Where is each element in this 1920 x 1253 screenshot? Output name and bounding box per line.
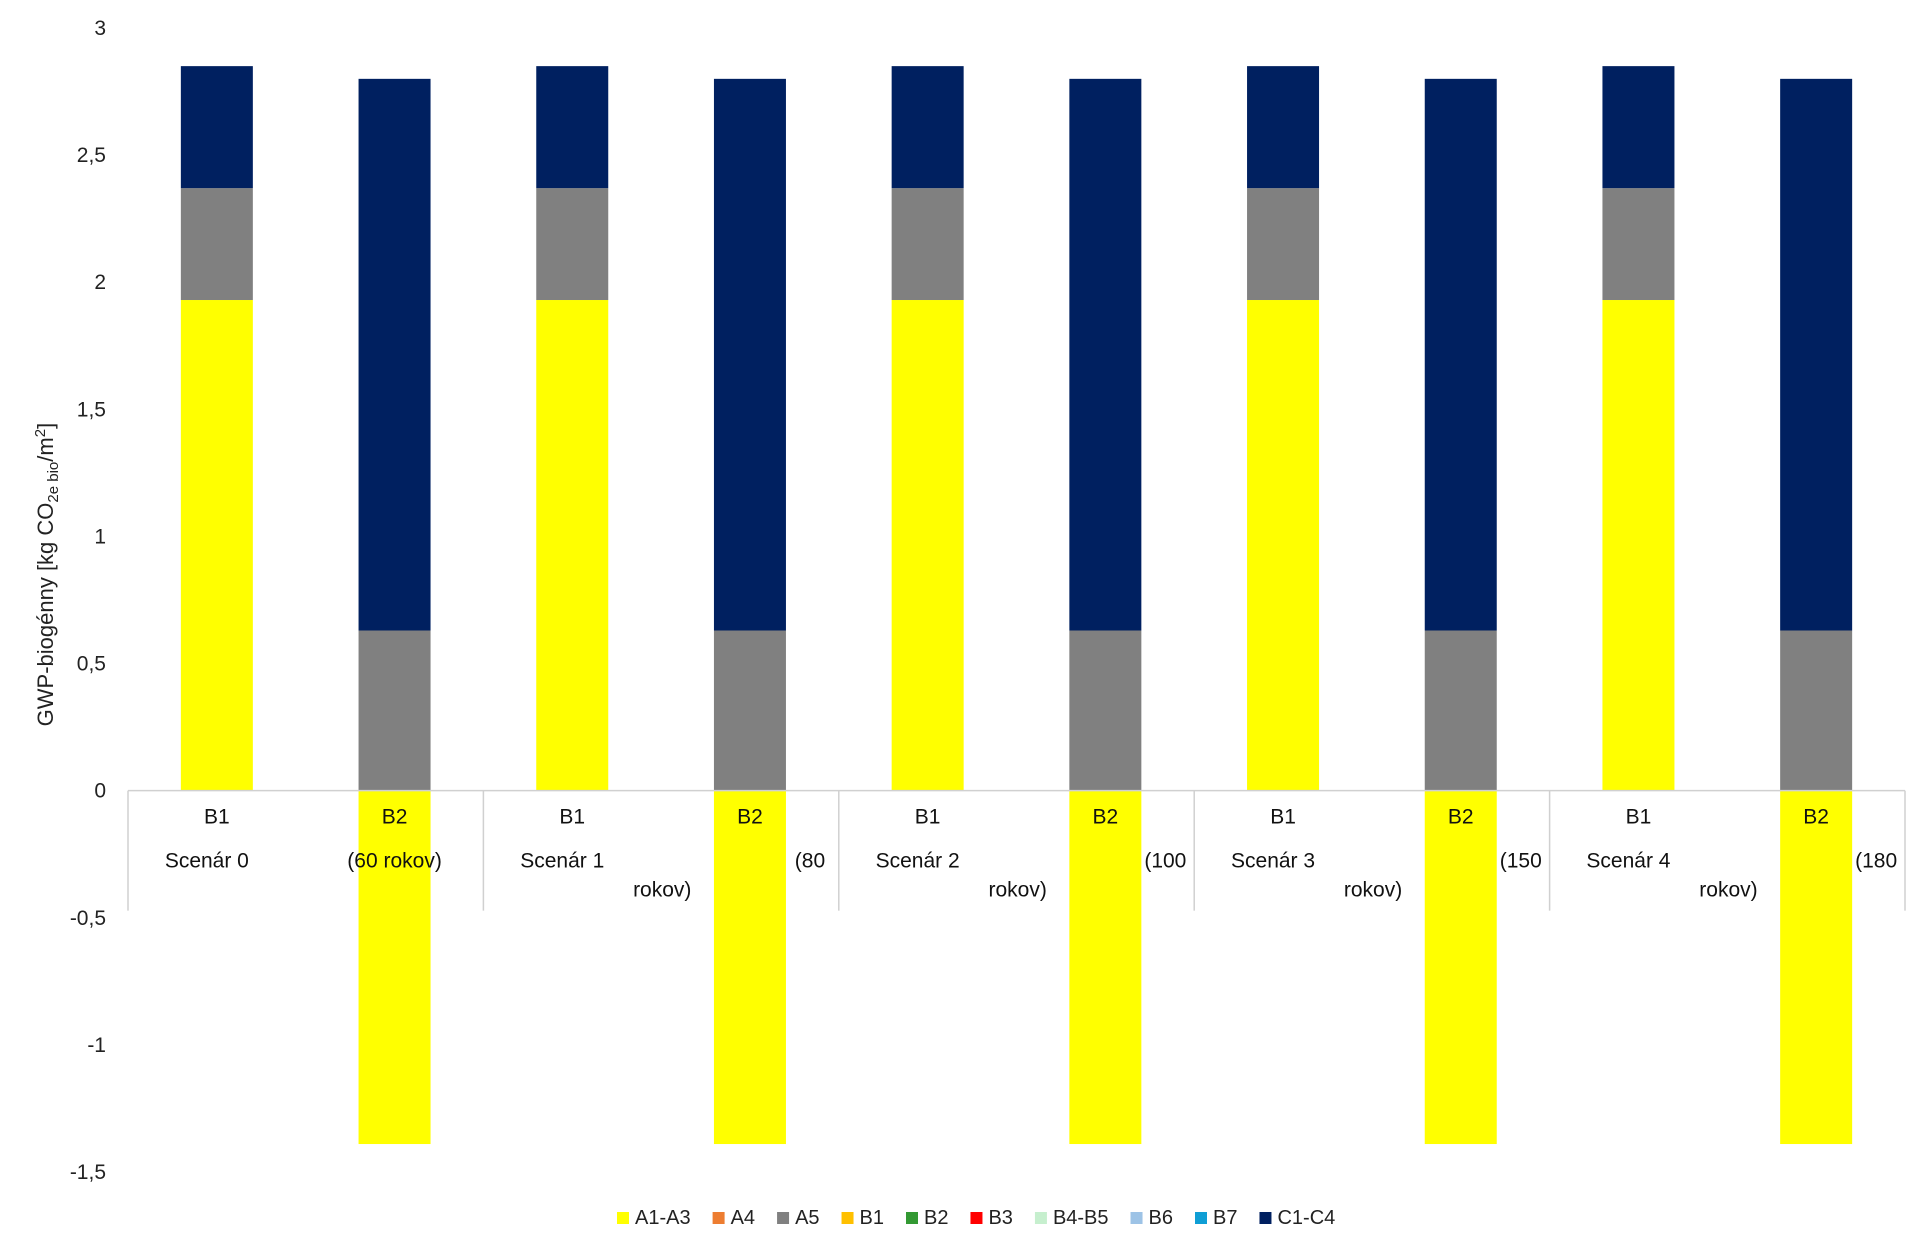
bar-segment-a5: [1069, 630, 1142, 791]
legend-label: B1: [860, 1207, 884, 1229]
bar-segment-a1-a3: [1069, 790, 1142, 1145]
legend-swatch-a4: [712, 1212, 725, 1224]
y-tick-label: 0,5: [77, 653, 106, 676]
y-tick-label: -0,5: [70, 907, 106, 930]
y-tick-label: 3: [94, 17, 106, 40]
legend-label: B4-B5: [1053, 1207, 1109, 1229]
bars: [180, 66, 1853, 1145]
legend-label: B3: [988, 1207, 1012, 1229]
y-axis-title: GWP-biogénny [kg CO2e bio/m2]: [32, 423, 62, 727]
y-tick-label: 0: [94, 780, 106, 803]
legend-label: B7: [1213, 1207, 1237, 1229]
y-axis-label: GWP-biogénny [kg CO2e bio/m2]: [32, 423, 62, 727]
legend-swatch-b2: [906, 1212, 918, 1224]
group-label: Scenár 2: [876, 850, 960, 873]
legend-label: C1-C4: [1277, 1207, 1335, 1229]
bar-segment-c1-c4: [536, 66, 609, 189]
bar-segment-a5: [713, 630, 786, 791]
group-label: Scenár 4: [1586, 850, 1670, 873]
y-tick-label: -1,5: [70, 1161, 106, 1184]
x-tick-label: B2: [1448, 806, 1474, 829]
x-tick-label: B1: [559, 806, 585, 829]
bar-segment-a5: [1602, 188, 1675, 301]
group-period-unit: rokov): [1344, 879, 1402, 902]
legend-label: A5: [795, 1207, 819, 1229]
group-period-label: (80: [795, 850, 825, 873]
legend-swatch-a1-a3: [617, 1212, 629, 1224]
y-tick-label: 2,5: [77, 144, 106, 167]
bar-segment-c1-c4: [1602, 66, 1675, 189]
x-tick-label: B1: [1270, 806, 1296, 829]
legend-swatch-b1: [841, 1212, 854, 1224]
bar-segment-c1-c4: [713, 78, 786, 631]
bar-segment-a1-a3: [358, 790, 431, 1145]
x-axis: [127, 789, 1906, 911]
bar-segment-c1-c4: [180, 66, 253, 189]
bar-segment-a1-a3: [180, 300, 253, 791]
bar-segment-c1-c4: [1424, 78, 1497, 631]
group-period-label: (180: [1855, 850, 1897, 873]
bar-segment-a5: [1247, 188, 1320, 301]
legend: A1-A3 A4 A5 B1 B2 B3 B4-B5 B6 B7 C1-C4: [617, 1207, 1335, 1229]
legend-label: B6: [1149, 1207, 1173, 1229]
x-tick-label: B2: [1093, 806, 1119, 829]
bar-segment-c1-c4: [1069, 78, 1142, 631]
y-axis-ticks: 3 2,5 2 1,5 1 0,5 0 -0,5 -1 -1,5: [70, 17, 106, 1184]
x-tick-label: B2: [382, 806, 408, 829]
y-tick-label: 1,5: [77, 398, 106, 421]
bar-segment-a5: [1424, 630, 1497, 791]
group-period-label: (150: [1500, 850, 1542, 873]
group-period-unit: rokov): [633, 879, 691, 902]
y-tick-label: 2: [94, 271, 106, 294]
y-tick-label: 1: [94, 525, 106, 548]
group-label: Scenár 0: [165, 850, 249, 873]
legend-label: A1-A3: [635, 1207, 691, 1229]
group-period-label: (60 rokov): [347, 850, 442, 873]
x-tick-label: B2: [1803, 806, 1829, 829]
group-period-label: (100: [1144, 850, 1186, 873]
group-label: Scenár 3: [1231, 850, 1315, 873]
bar-segment-a1-a3: [536, 300, 609, 791]
bar-segment-a5: [536, 188, 609, 301]
bar-segment-a5: [358, 630, 431, 791]
bar-segment-a1-a3: [1247, 300, 1320, 791]
bar-segment-a5: [1780, 630, 1853, 791]
y-tick-label: -1: [87, 1034, 106, 1057]
bar-segment-a5: [180, 188, 253, 301]
bar-segment-a1-a3: [1780, 790, 1853, 1145]
bar-segment-a5: [891, 188, 964, 301]
legend-label: A4: [731, 1207, 755, 1229]
x-tick-label: B1: [915, 806, 941, 829]
legend-label: B2: [924, 1207, 948, 1229]
legend-swatch-b6: [1130, 1212, 1143, 1224]
legend-swatch-b4-b5: [1034, 1212, 1047, 1224]
group-period-unit: rokov): [988, 879, 1046, 902]
group-period-unit: rokov): [1699, 879, 1757, 902]
bar-segment-c1-c4: [1780, 78, 1853, 631]
bar-segment-c1-c4: [1247, 66, 1320, 189]
bar-segment-c1-c4: [891, 66, 964, 189]
bar-segment-a1-a3: [1602, 300, 1675, 791]
x-tick-label: B2: [737, 806, 763, 829]
x-tick-label: B1: [204, 806, 230, 829]
legend-swatch-c1-c4: [1259, 1212, 1272, 1224]
x-axis-category-labels: B1 B2 B1 B2 B1 B2 B1 B2 B1 B2 Scenár 0 (60 rokov) Sc…: [165, 806, 1897, 902]
bar-segment-a1-a3: [1424, 790, 1497, 1145]
group-label: Scenár 1: [520, 850, 604, 873]
x-tick-label: B1: [1626, 806, 1652, 829]
legend-swatch-b3: [970, 1212, 983, 1224]
bar-segment-a1-a3: [891, 300, 964, 791]
bar-segment-c1-c4: [358, 78, 431, 631]
legend-swatch-b7: [1195, 1212, 1207, 1224]
bar-segment-a1-a3: [713, 790, 786, 1145]
legend-swatch-a5: [777, 1212, 790, 1224]
